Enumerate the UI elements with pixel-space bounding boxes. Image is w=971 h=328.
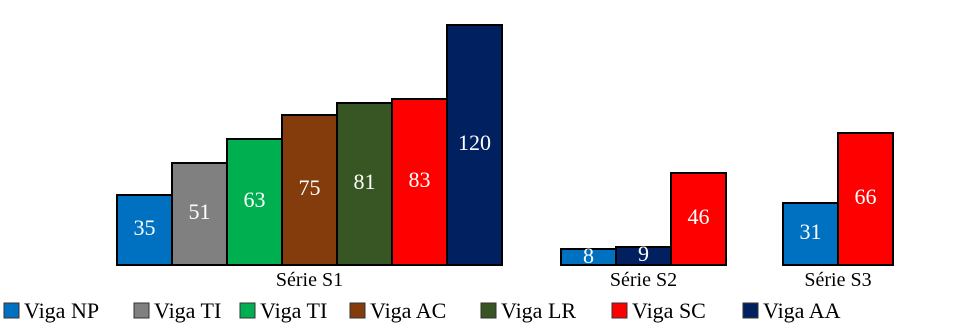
bar-3-1 [782, 202, 839, 266]
legend-swatch [742, 302, 759, 319]
bar-value-label: 51 [189, 199, 211, 224]
bar-value-label: 35 [134, 215, 156, 240]
bar-1-3 [226, 138, 283, 266]
legend-label: Viga AA [763, 298, 841, 323]
legend-label: Viga TI [260, 298, 327, 323]
bar-1-2 [171, 162, 228, 266]
bar-value-label: 66 [855, 184, 877, 209]
bar-1-1 [116, 194, 173, 266]
bar-1-6 [391, 98, 448, 266]
legend-label: Viga SC [632, 298, 706, 323]
legend-label: Viga LR [501, 298, 576, 323]
legend-label: Viga TI [154, 298, 221, 323]
legend: Viga NP Viga TI Viga TI Viga AC Viga LR Viga … [3, 298, 841, 323]
legend-swatch [349, 302, 366, 319]
bar-value-label: 63 [244, 187, 266, 212]
bar-3-2 [837, 132, 894, 266]
legend-swatch [239, 302, 256, 319]
bars-layer [116, 24, 894, 266]
legend-swatch [133, 302, 150, 319]
bar-1-7 [446, 24, 503, 266]
bar-value-label: 9 [638, 241, 649, 266]
bar-value-label: 81 [354, 169, 376, 194]
group-label: Série S2 [610, 269, 677, 291]
group-label: Série S1 [276, 269, 343, 291]
bar-value-label: 31 [800, 219, 822, 244]
group-labels-layer: Série S1 Série S2 Série S3 [276, 269, 872, 291]
bar-value-label: 120 [458, 130, 491, 155]
bar-2-3 [670, 172, 727, 266]
legend-label: Viga NP [24, 298, 99, 323]
legend-swatch [611, 302, 628, 319]
group-label: Série S3 [804, 269, 871, 291]
legend-swatch [480, 302, 497, 319]
legend-label: Viga AC [370, 298, 446, 323]
bar-value-label: 75 [299, 175, 321, 200]
bar-labels-layer: 35 51 63 75 81 83 120 8 9 46 31 66 [134, 130, 877, 268]
bar-value-label: 8 [583, 243, 594, 268]
legend-swatch [3, 302, 20, 319]
bar-value-label: 46 [688, 204, 710, 229]
bar-value-label: 83 [409, 167, 431, 192]
bar-1-5 [336, 102, 393, 266]
